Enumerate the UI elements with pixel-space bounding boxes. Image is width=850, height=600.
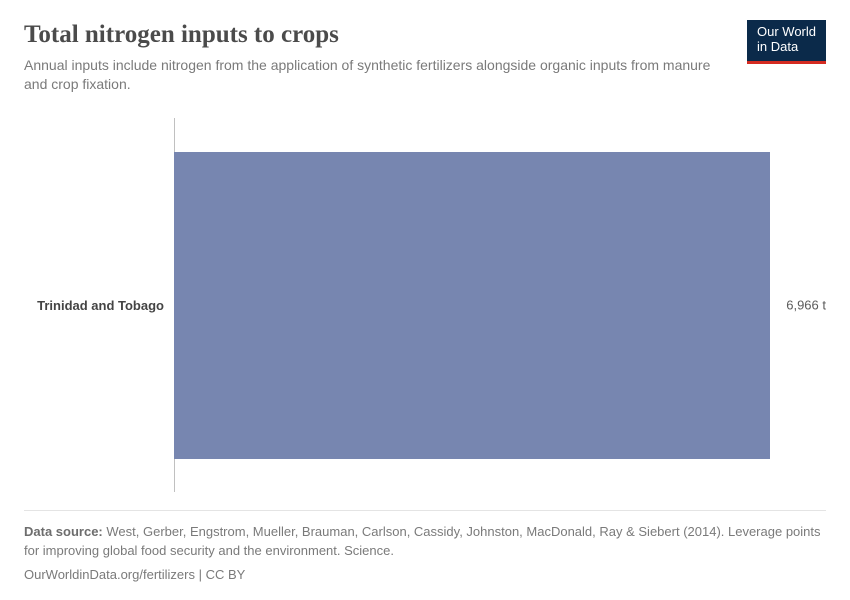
- chart-area: Trinidad and Tobago 6,966 t: [24, 118, 826, 493]
- footer-license: CC BY: [206, 567, 246, 582]
- header-text: Total nitrogen inputs to crops Annual in…: [24, 20, 747, 94]
- bar: [174, 152, 770, 459]
- page-title: Total nitrogen inputs to crops: [24, 20, 731, 50]
- bar-row: Trinidad and Tobago 6,966 t: [24, 152, 826, 459]
- owid-logo: Our World in Data: [747, 20, 826, 64]
- logo-line-1: Our World: [757, 25, 816, 40]
- source-label: Data source:: [24, 524, 103, 539]
- footer-link: OurWorldinData.org/fertilizers: [24, 567, 195, 582]
- y-axis-label: Trinidad and Tobago: [24, 298, 174, 313]
- value-label: 6,966 t: [778, 298, 826, 313]
- footer-link-line: OurWorldinData.org/fertilizers | CC BY: [24, 566, 826, 584]
- source-text: West, Gerber, Engstrom, Mueller, Brauman…: [24, 524, 821, 557]
- bar-track: [174, 152, 770, 459]
- chart-container: Total nitrogen inputs to crops Annual in…: [0, 0, 850, 600]
- footer: Data source: West, Gerber, Engstrom, Mue…: [24, 510, 826, 600]
- footer-source-line: Data source: West, Gerber, Engstrom, Mue…: [24, 523, 826, 559]
- page-subtitle: Annual inputs include nitrogen from the …: [24, 56, 731, 94]
- footer-separator: |: [195, 567, 206, 582]
- header-row: Total nitrogen inputs to crops Annual in…: [24, 20, 826, 94]
- logo-line-2: in Data: [757, 40, 816, 55]
